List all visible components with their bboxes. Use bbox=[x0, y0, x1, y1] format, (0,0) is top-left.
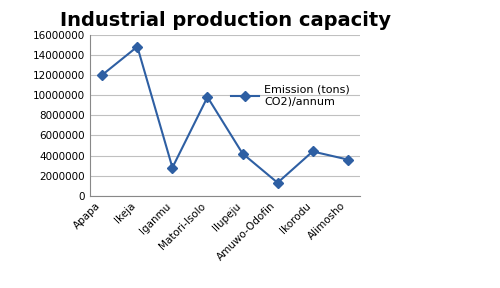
Emission (tons)
CO2)/annum bbox=[170, 166, 175, 169]
Emission (tons)
CO2)/annum bbox=[240, 152, 246, 155]
Line: Emission (tons)
CO2)/annum: Emission (tons) CO2)/annum bbox=[99, 43, 351, 186]
Emission (tons)
CO2)/annum bbox=[134, 45, 140, 48]
Title: Industrial production capacity: Industrial production capacity bbox=[60, 11, 390, 30]
Emission (tons)
CO2)/annum bbox=[310, 150, 316, 153]
Emission (tons)
CO2)/annum bbox=[344, 158, 350, 161]
Emission (tons)
CO2)/annum bbox=[100, 73, 105, 77]
Legend: Emission (tons)
CO2)/annum: Emission (tons) CO2)/annum bbox=[226, 80, 354, 111]
Emission (tons)
CO2)/annum bbox=[204, 95, 210, 99]
Emission (tons)
CO2)/annum bbox=[274, 181, 280, 185]
